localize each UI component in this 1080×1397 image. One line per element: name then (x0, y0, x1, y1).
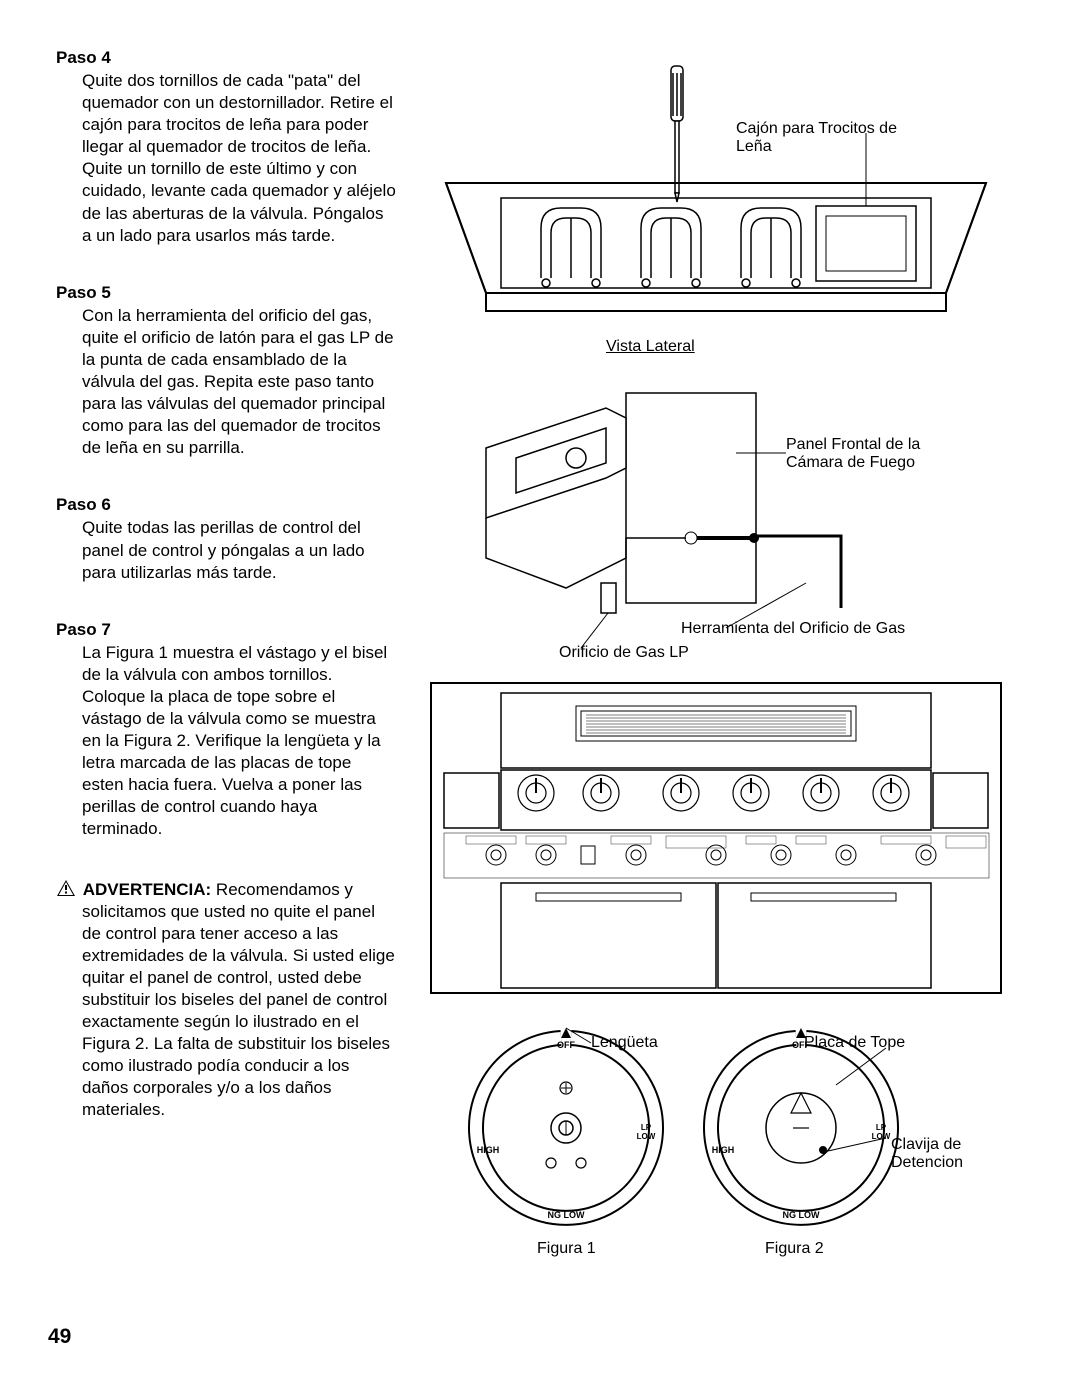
svg-text:LP: LP (641, 1123, 652, 1132)
step-7: Paso 7 La Figura 1 muestra el vástago y … (56, 620, 396, 841)
step-7-body: La Figura 1 muestra el vástago y el bise… (82, 642, 396, 841)
svg-text:LP: LP (876, 1123, 887, 1132)
svg-text:NG LOW: NG LOW (548, 1210, 585, 1220)
step-6: Paso 6 Quite todas las perillas de contr… (56, 495, 396, 583)
step-4-title: Paso 4 (56, 48, 396, 68)
svg-text:LOW: LOW (637, 1132, 656, 1141)
step-7-title: Paso 7 (56, 620, 396, 640)
label-herramienta: Herramienta del Orificio de Gas (681, 620, 981, 638)
label-clavija: Clavija de Detencion (891, 1136, 991, 1173)
step-5: Paso 5 Con la herramienta del orificio d… (56, 283, 396, 460)
figure-grill-top: Cajón para Trocitos de Leña (426, 58, 1006, 318)
svg-text:HIGH: HIGH (712, 1145, 735, 1155)
warning-label: ADVERTENCIA: (83, 880, 211, 899)
page-number: 49 (48, 1325, 71, 1349)
svg-text:LOW: LOW (872, 1132, 891, 1141)
step-4: Paso 4 Quite dos tornillos de cada "pata… (56, 48, 396, 247)
label-vista-lateral: Vista Lateral (606, 338, 695, 356)
label-placa-tope: Placa de Tope (804, 1034, 905, 1052)
warning-body: Recomendamos y solicitamos que usted no … (82, 880, 395, 1120)
step-5-body: Con la herramienta del orificio del gas,… (82, 305, 396, 460)
warning-block: ADVERTENCIA: Recomendamos y solicitamos … (82, 877, 396, 1122)
label-figura1: Figura 1 (537, 1240, 596, 1258)
svg-text:OFF: OFF (557, 1040, 575, 1050)
label-cajon: Cajón para Trocitos de Leña (736, 120, 916, 156)
warning-icon (56, 879, 76, 903)
label-panel-frontal: Panel Frontal de la Cámara de Fuego (786, 436, 976, 472)
label-lengueta: Lengüeta (591, 1034, 658, 1052)
step-6-body: Quite todas las perillas de control del … (82, 517, 396, 583)
step-6-title: Paso 6 (56, 495, 396, 515)
figure-bezels: OFF HIGH LP LOW NG LOW (436, 1018, 1006, 1258)
label-orificio: Orificio de Gas LP (559, 644, 689, 662)
svg-text:HIGH: HIGH (477, 1145, 500, 1155)
step-4-body: Quite dos tornillos de cada "pata" del q… (82, 70, 396, 247)
step-5-title: Paso 5 (56, 283, 396, 303)
figure-grill-front (426, 678, 1006, 998)
label-figura2: Figura 2 (765, 1240, 824, 1258)
figure-side-view: Panel Frontal de la Cámara de Fuego Herr… (426, 358, 1006, 658)
svg-text:NG LOW: NG LOW (783, 1210, 820, 1220)
